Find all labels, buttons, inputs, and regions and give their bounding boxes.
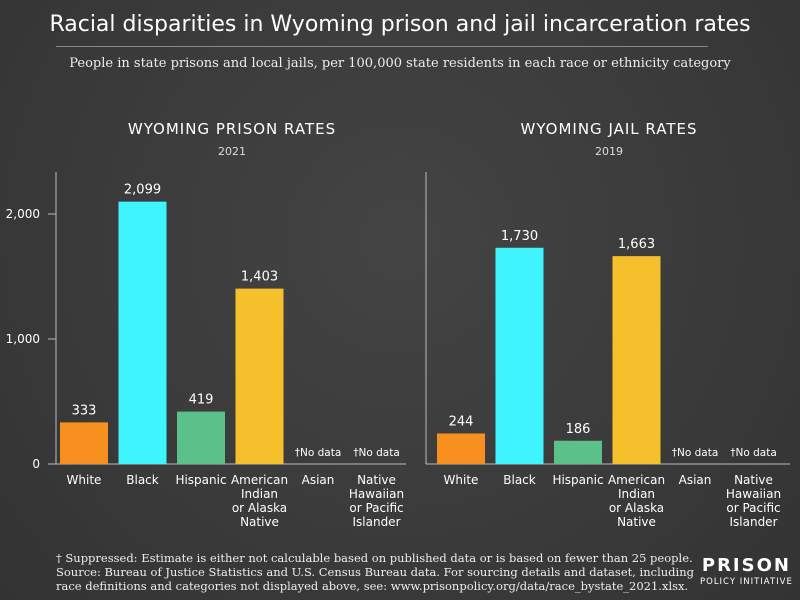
prison-panel-title: WYOMING PRISON RATES [128, 120, 336, 138]
y-tick-label: 1,000 [6, 332, 40, 346]
jail-bar [612, 256, 661, 464]
jail-panel-title: WYOMING JAIL RATES [520, 120, 697, 138]
prison-bar [177, 411, 225, 464]
y-tick-label: 0 [32, 457, 40, 471]
y-tick-label: 2,000 [6, 207, 40, 221]
prison-no-data-label: †No data [353, 447, 400, 459]
prison-bar [118, 201, 167, 464]
prison-x-tick-label: or Pacific [349, 501, 403, 515]
prison-bar [235, 288, 284, 464]
prison-policy-logo: PRISON POLICY INITIATIVE [700, 556, 793, 588]
jail-panel-year: 2019 [595, 145, 623, 158]
jail-x-tick-label: Native [734, 473, 773, 487]
footnote: † Suppressed: Estimate is either not cal… [56, 551, 694, 593]
prison-x-tick-label: Native [357, 473, 396, 487]
jail-x-tick-label: American [608, 473, 665, 487]
title-divider [56, 46, 708, 47]
prison-x-tick-label: Black [126, 473, 159, 487]
jail-no-data-label: †No data [672, 447, 719, 459]
prison-x-tick-label: Asian [302, 473, 335, 487]
prison-x-tick-label: Hispanic [175, 473, 226, 487]
prison-panel-year: 2021 [218, 145, 246, 158]
chart-title: Racial disparities in Wyoming prison and… [49, 12, 751, 37]
jail-x-tick-label: Indian [618, 487, 655, 501]
jail-x-tick-label: Black [503, 473, 536, 487]
prison-bar-value-label: 333 [72, 403, 97, 418]
jail-x-tick-label: Islander [729, 515, 777, 529]
prison-bar-value-label: 419 [189, 393, 214, 408]
jail-bar [437, 433, 485, 464]
prison-x-tick-label: Native [240, 515, 279, 529]
footnote-line-link: race definitions and categories not disp… [56, 579, 689, 593]
jail-x-tick-label: or Pacific [726, 501, 780, 515]
footnote-line-suppressed: † Suppressed: Estimate is either not cal… [56, 551, 693, 565]
footnote-line-source: Source: Bureau of Justice Statistics and… [56, 565, 694, 579]
jail-bar [495, 247, 544, 464]
prison-x-tick-label: White [67, 473, 102, 487]
jail-bar-value-label: 186 [566, 422, 591, 437]
jail-bar [554, 440, 602, 464]
jail-bar-value-label: 244 [449, 415, 474, 430]
logo-line-2: POLICY INITIATIVE [700, 577, 793, 587]
jail-x-tick-label: Asian [679, 473, 712, 487]
jail-bar-value-label: 1,663 [618, 237, 655, 252]
prison-x-tick-label: Islander [352, 515, 400, 529]
prison-x-tick-label: Hawaiian [349, 487, 404, 501]
jail-no-data-label: †No data [730, 447, 777, 459]
jail-x-tick-label: or Alaska [609, 501, 664, 515]
prison-no-data-label: †No data [295, 447, 342, 459]
prison-x-tick-label: or Alaska [232, 501, 287, 515]
jail-x-tick-label: Hawaiian [726, 487, 781, 501]
prison-bar [60, 422, 108, 464]
jail-x-tick-label: White [444, 473, 479, 487]
jail-x-tick-label: Native [617, 515, 656, 529]
prison-x-tick-label: Indian [241, 487, 278, 501]
jail-bar-value-label: 1,730 [501, 229, 538, 244]
prison-bar-value-label: 2,099 [124, 183, 161, 198]
chart-subtitle: People in state prisons and local jails,… [69, 56, 731, 71]
prison-bar-value-label: 1,403 [241, 270, 278, 285]
logo-line-1: PRISON [701, 555, 791, 576]
prison-x-tick-label: American [231, 473, 288, 487]
jail-x-tick-label: Hispanic [552, 473, 603, 487]
